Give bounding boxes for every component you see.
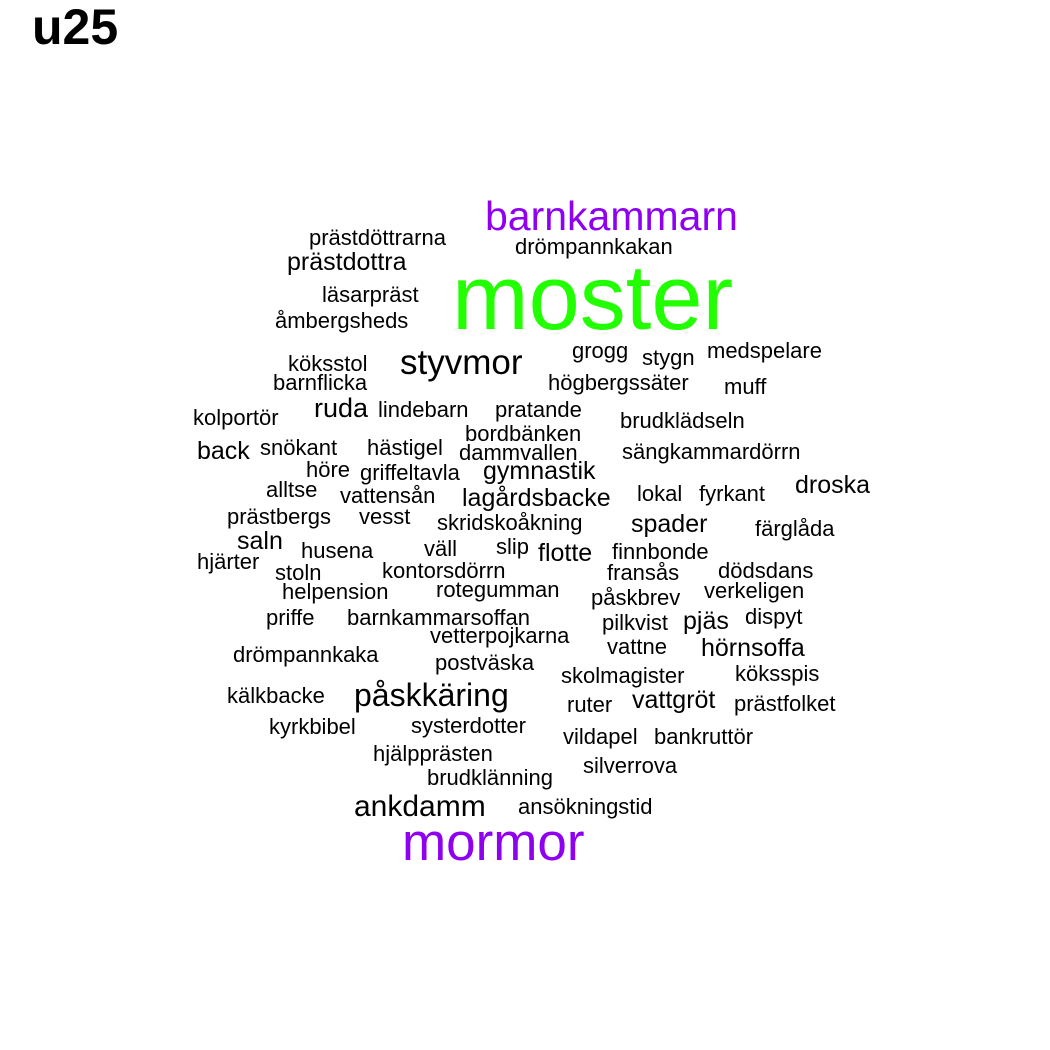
word-normal: kyrkbibel — [269, 714, 356, 739]
word-normal: alltse — [266, 477, 318, 502]
word-normal: prästfolket — [734, 691, 836, 716]
word-normal: vetterpojkarna — [430, 623, 570, 648]
word-normal: färglåda — [755, 516, 835, 541]
word-normal: lindebarn — [378, 397, 469, 422]
word-normal: finnbonde — [612, 539, 709, 564]
word-normal: muff — [724, 374, 767, 399]
word-normal: pratande — [495, 397, 582, 422]
word-normal: hjälpprästen — [373, 741, 493, 766]
word-normal: skridskoåkning — [437, 510, 583, 535]
word-normal: hörnsoffa — [701, 634, 805, 662]
word-normal: bordbänken — [465, 421, 582, 446]
word-normal: vattgröt — [632, 686, 716, 714]
word-normal: sängkammardörrn — [622, 439, 801, 464]
word-normal: kontorsdörrn — [382, 558, 506, 583]
word-normal: köksstol — [288, 351, 368, 376]
word-normal: priffe — [266, 605, 315, 630]
word-normal: vesst — [359, 504, 411, 529]
word-normal: spader — [631, 510, 708, 538]
word-normal: droska — [795, 471, 871, 499]
word-normal: högbergssäter — [548, 370, 689, 395]
word-normal: grogg — [572, 338, 629, 363]
panel-title: u25 — [32, 0, 119, 55]
word-normal: barnflicka — [273, 370, 368, 395]
word-normal: gymnastik — [483, 457, 596, 485]
word-top: moster — [452, 247, 734, 349]
word-normal: hjärter — [197, 549, 260, 574]
word-normal: saln — [237, 527, 283, 555]
word-normal: snökant — [260, 435, 338, 460]
word-normal: kälkbacke — [227, 683, 325, 708]
word-normal: skolmagister — [561, 663, 685, 688]
word-normal: ruter — [567, 692, 613, 717]
word-normal: rotegumman — [436, 577, 560, 602]
word-normal: stygn — [642, 345, 695, 370]
word-normal: höre — [306, 457, 351, 482]
word-normal: prästdöttrarna — [309, 225, 446, 250]
word-normal: påskkäring — [354, 677, 509, 713]
word-normal: vildapel — [563, 724, 638, 749]
word-normal: åmbergsheds — [275, 308, 409, 333]
word-normal: helpension — [282, 579, 389, 604]
word-normal: ankdamm — [354, 790, 486, 823]
word-normal: ansökningstid — [518, 794, 653, 819]
word-normal: köksspis — [735, 661, 820, 686]
word-normal: slip — [496, 534, 530, 559]
word-normal: fransås — [607, 560, 680, 585]
word-normal: vattensån — [340, 483, 436, 508]
word-normal: kolportör — [193, 405, 279, 430]
word-normal: styvmor — [400, 343, 523, 382]
word-normal: lagårdsbacke — [462, 484, 611, 512]
word-normal: pjäs — [683, 607, 729, 635]
word-normal: påskbrev — [591, 585, 681, 610]
word-normal: väll — [424, 536, 458, 561]
word-normal: prästbergs — [227, 504, 331, 529]
word-normal: läsarpräst — [322, 282, 419, 307]
word-normal: dispyt — [745, 604, 803, 629]
word-normal: ruda — [314, 393, 369, 423]
word-normal: fyrkant — [699, 481, 766, 506]
word-normal: verkeligen — [704, 578, 805, 603]
word-high: mormor — [402, 813, 585, 872]
word-normal: brudklänning — [427, 765, 553, 790]
word-normal: brudklädseln — [620, 408, 745, 433]
word-normal: flotte — [538, 539, 593, 567]
word-normal: silverrova — [583, 753, 678, 778]
word-normal: back — [197, 437, 250, 465]
word-high: barnkammarn — [485, 193, 738, 239]
word-normal: drömpannkakan — [515, 234, 673, 259]
word-normal: dödsdans — [718, 558, 814, 583]
word-normal: stoln — [275, 560, 322, 585]
word-normal: hästigel — [367, 435, 443, 460]
word-normal: drömpannkaka — [233, 642, 379, 667]
word-normal: medspelare — [707, 338, 822, 363]
word-normal: systerdotter — [411, 713, 526, 738]
word-normal: griffeltavla — [360, 460, 460, 485]
word-normal: postväska — [435, 650, 535, 675]
word-normal: dammvallen — [459, 440, 578, 465]
word-normal: bankruttör — [654, 724, 754, 749]
word-normal: prästdottra — [287, 248, 407, 276]
word-normal: barnkammarsoffan — [347, 605, 531, 630]
word-normal: vattne — [607, 634, 667, 659]
word-normal: lokal — [637, 481, 683, 506]
word-normal: pilkvist — [602, 610, 669, 635]
word-normal: husena — [301, 538, 374, 563]
